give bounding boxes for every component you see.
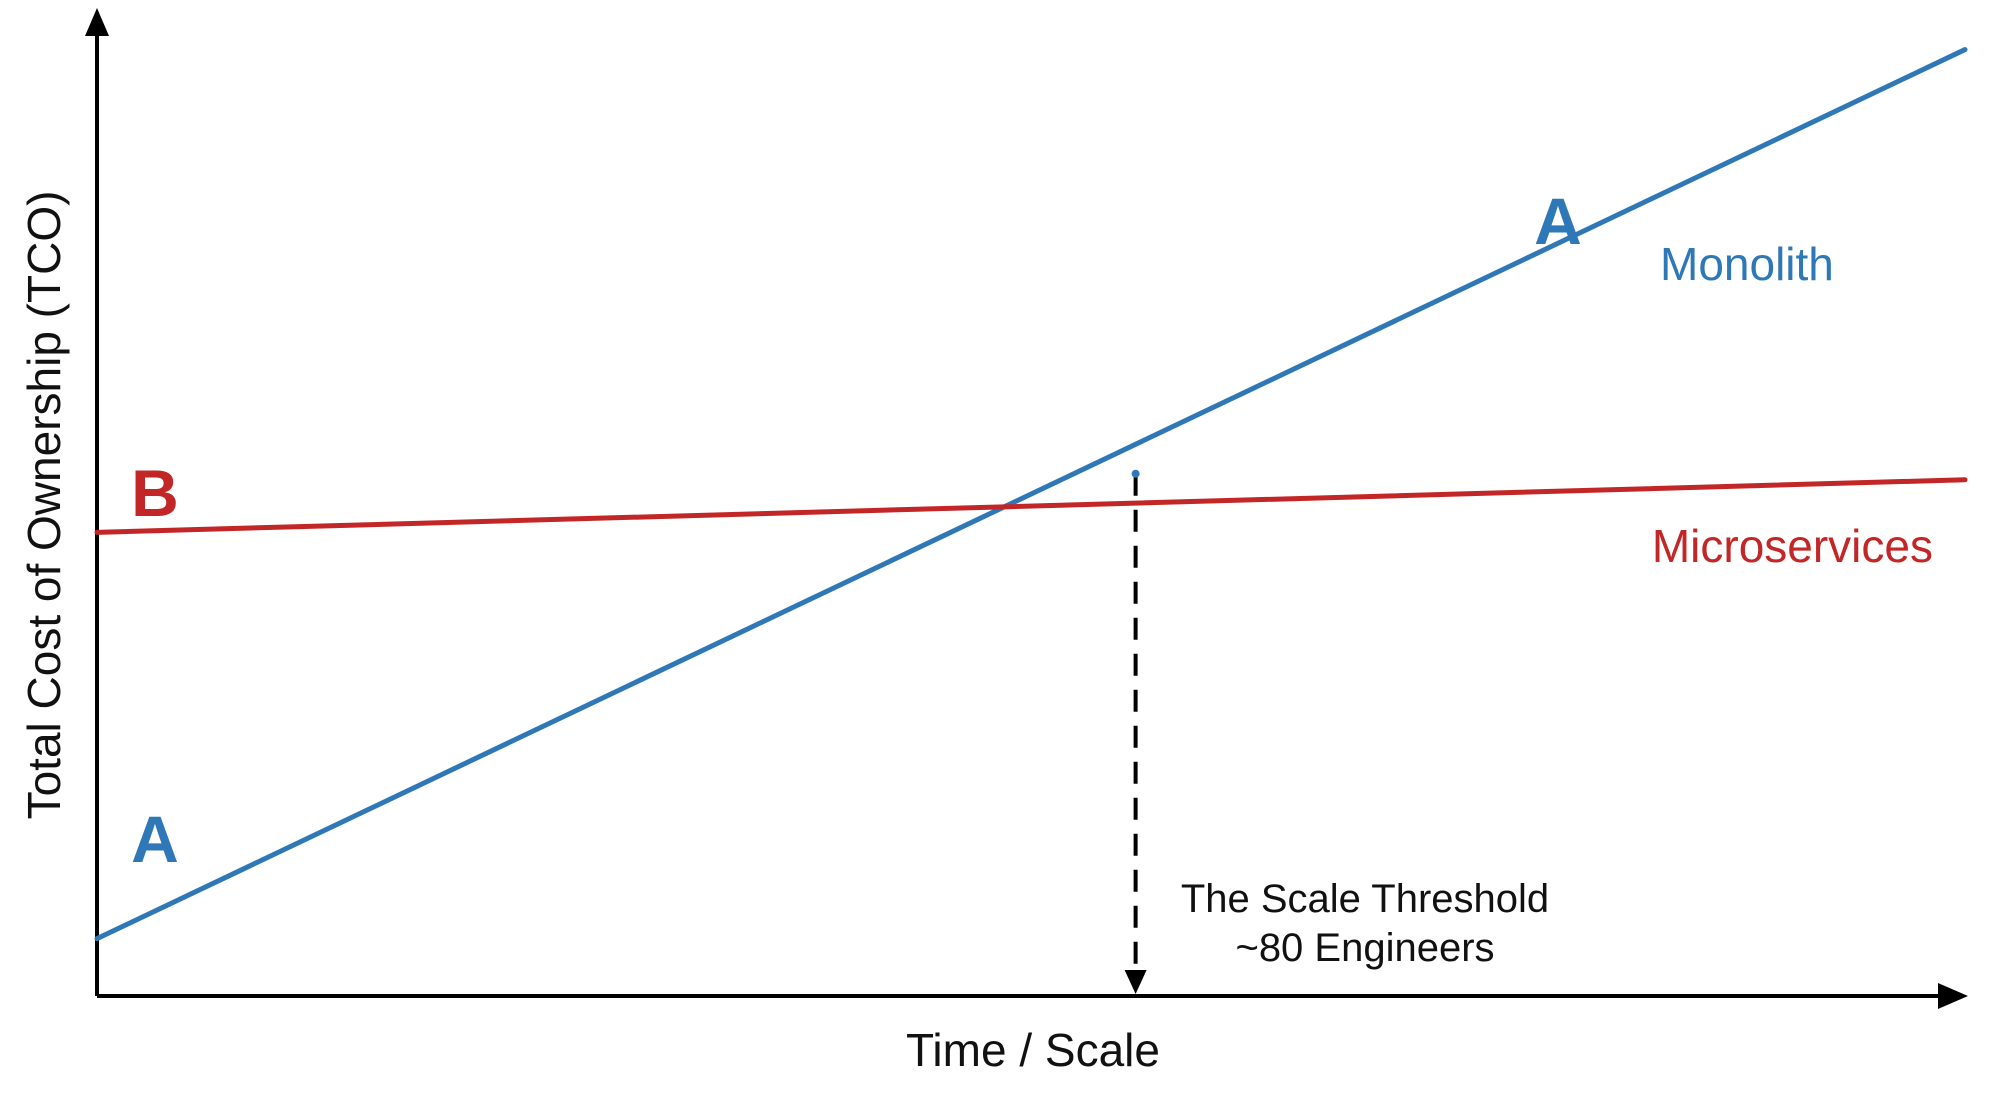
series-label-microservices: Microservices	[1652, 520, 1933, 572]
series-line-monolith	[94, 47, 1968, 942]
y-axis-label: Total Cost of Ownership (TCO)	[18, 191, 70, 820]
threshold-label-line-2: ~80 Engineers	[1235, 926, 1494, 970]
intersection-point	[1131, 469, 1140, 478]
x-axis-arrow-icon	[1938, 983, 1968, 1009]
series-start-marker-monolith: A	[131, 802, 179, 876]
y-axis-arrow-icon	[85, 8, 109, 36]
threshold-arrow-icon	[1124, 970, 1147, 994]
threshold-label-line-1: The Scale Threshold	[1181, 877, 1549, 921]
series-line-microservices	[94, 477, 1968, 535]
series-end-marker-monolith: A	[1534, 184, 1582, 258]
series-label-monolith: Monolith	[1660, 238, 1834, 290]
series-start-marker-microservices: B	[131, 456, 179, 530]
x-axis-label: Time / Scale	[906, 1024, 1160, 1076]
